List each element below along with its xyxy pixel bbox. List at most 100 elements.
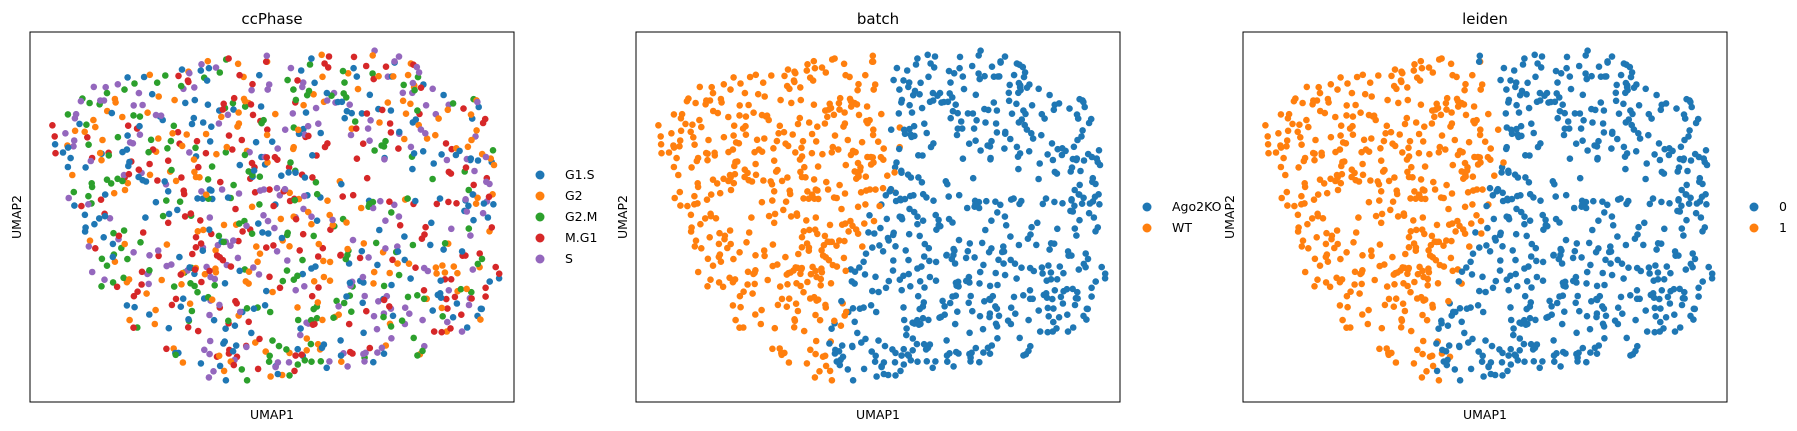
scatter-point [174,206,181,214]
scatter-point [916,278,924,285]
scatter-point [1028,102,1036,109]
scatter-point [1565,125,1573,132]
scatter-point [1337,255,1344,263]
scatter-point [1071,202,1078,210]
scatter-point [1337,74,1344,81]
scatter-point [264,86,272,93]
scatter-point [412,264,419,272]
scatter-point [155,252,162,260]
scatter-point [988,217,995,224]
scatter-point [948,255,956,263]
scatter-point [1025,148,1033,155]
scatter-point [718,99,725,106]
scatter-point [1665,151,1673,159]
scatter-point [869,244,876,251]
scatter-point [842,267,849,275]
scatter-point [365,254,372,261]
scatter-point [433,270,440,277]
scatter-point [1539,358,1546,365]
scatter-point [1035,307,1042,314]
scatter-point [305,132,312,140]
scatter-point [805,247,813,254]
scatter-point [353,155,361,162]
scatter-point [1695,293,1702,300]
scatter-point [1401,120,1409,128]
scatter-point [988,137,995,145]
scatter-point [1400,280,1407,287]
scatter-point [1575,62,1583,70]
scatter-point [855,80,862,88]
scatter-point [1013,100,1020,108]
scatter-point [1484,224,1491,232]
scatter-point [163,262,170,270]
scatter-point [1333,227,1341,234]
scatter-point [402,110,410,117]
scatter-point [1526,190,1534,198]
scatter-point [1343,112,1350,119]
scatter-point [1458,318,1465,326]
scatter-point [1055,100,1063,107]
scatter-point [1590,197,1597,205]
scatter-point [340,299,348,307]
scatter-point [1496,346,1503,353]
scatter-point [1043,294,1051,302]
scatter-point [1051,287,1059,294]
scatter-point [1708,275,1716,282]
scatter-point [146,267,153,274]
scatter-point [82,224,89,231]
scatter-point [292,286,300,294]
scatter-point [202,191,210,198]
scatter-point [740,288,747,296]
scatter-point [1586,325,1594,333]
scatter-point [856,264,863,271]
scatter-point [1528,284,1535,291]
scatter-point [164,145,171,152]
scatter-point [297,325,304,332]
scatter-point [1589,119,1596,126]
scatter-point [92,123,99,131]
scatter-point [480,200,488,207]
scatter-point [1675,196,1682,203]
scatter-point [1296,121,1303,128]
scatter-point [386,120,394,127]
scatter-point [854,329,861,337]
scatter-point [360,240,368,247]
scatter-point [463,208,471,215]
scatter-point [1083,316,1090,323]
scatter-point [213,150,220,158]
scatter-point [1264,133,1271,140]
scatter-point [59,149,67,156]
scatter-point [1656,295,1663,303]
scatter-point [1322,240,1330,248]
scatter-point [811,64,819,72]
scatter-point [313,190,321,198]
scatter-point [1095,147,1103,154]
scatter-point [817,282,824,289]
scatter-point [878,110,885,118]
scatter-point [444,305,451,312]
scatter-point [880,359,888,366]
scatter-point [1339,158,1346,166]
scatter-point [687,211,695,219]
scatter-point [438,304,446,312]
scatter-point [178,281,185,288]
scatter-point [1343,324,1350,332]
scatter-point [1622,79,1630,87]
scatter-point [213,252,221,259]
scatter-point [414,352,421,359]
scatter-point [428,219,435,227]
scatter-point [1550,352,1558,359]
scatter-point [1399,69,1406,77]
scatter-point [220,238,227,246]
scatter-point [1048,140,1056,147]
scatter-point [1520,340,1528,348]
legend-marker [535,254,545,264]
scatter-point [1025,347,1032,355]
scatter-point [736,249,743,256]
scatter-point [986,282,994,290]
scatter-point [880,145,887,152]
scatter-point [1045,313,1052,320]
scatter-point [1314,191,1322,198]
scatter-point [1524,79,1531,87]
scatter-point [1425,64,1433,71]
